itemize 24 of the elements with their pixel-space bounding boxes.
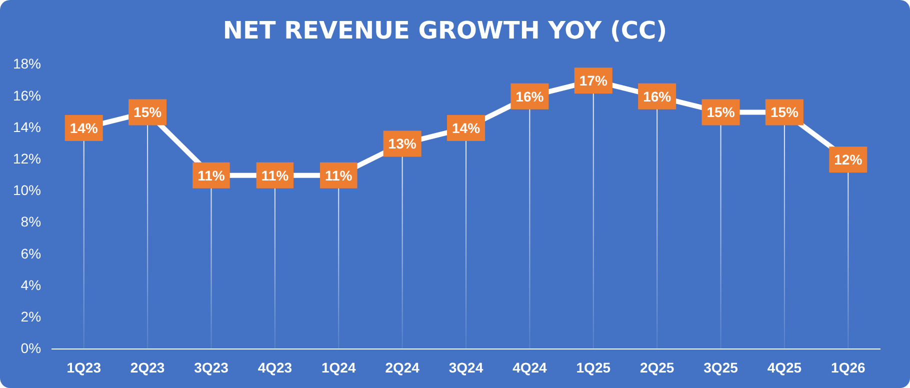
x-tick-label: 3Q24	[448, 359, 484, 376]
x-tick-label: 2Q24	[385, 359, 420, 376]
x-tick-label: 1Q26	[831, 359, 866, 376]
x-tick-label: 3Q25	[704, 359, 738, 376]
x-tick-label: 3Q23	[194, 359, 229, 376]
y-tick-label: 2%	[20, 308, 42, 324]
y-tick-label: 12%	[12, 150, 42, 166]
x-tick-label: 2Q23	[130, 359, 165, 376]
x-tick-label: 4Q25	[767, 359, 802, 376]
y-tick-label: 8%	[20, 214, 42, 230]
y-tick-label: 6%	[20, 245, 42, 262]
x-tick-label: 1Q25	[576, 359, 611, 376]
x-tick-label: 4Q23	[258, 359, 292, 376]
chart-title: NET REVENUE GROWTH YOY (CC)	[222, 16, 668, 45]
y-tick-label: 18%	[12, 56, 42, 72]
y-tick-label: 14%	[12, 118, 42, 135]
x-tick-label: 2Q25	[640, 359, 674, 376]
x-tick-label: 1Q23	[66, 359, 102, 376]
x-tick-label: 1Q24	[322, 359, 356, 376]
x-tick-label: 4Q24	[512, 359, 548, 376]
y-tick-label: 16%	[12, 87, 42, 104]
y-tick-label: 0%	[20, 340, 42, 356]
y-tick-label: 4%	[20, 276, 42, 293]
y-tick-label: 10%	[12, 182, 42, 198]
